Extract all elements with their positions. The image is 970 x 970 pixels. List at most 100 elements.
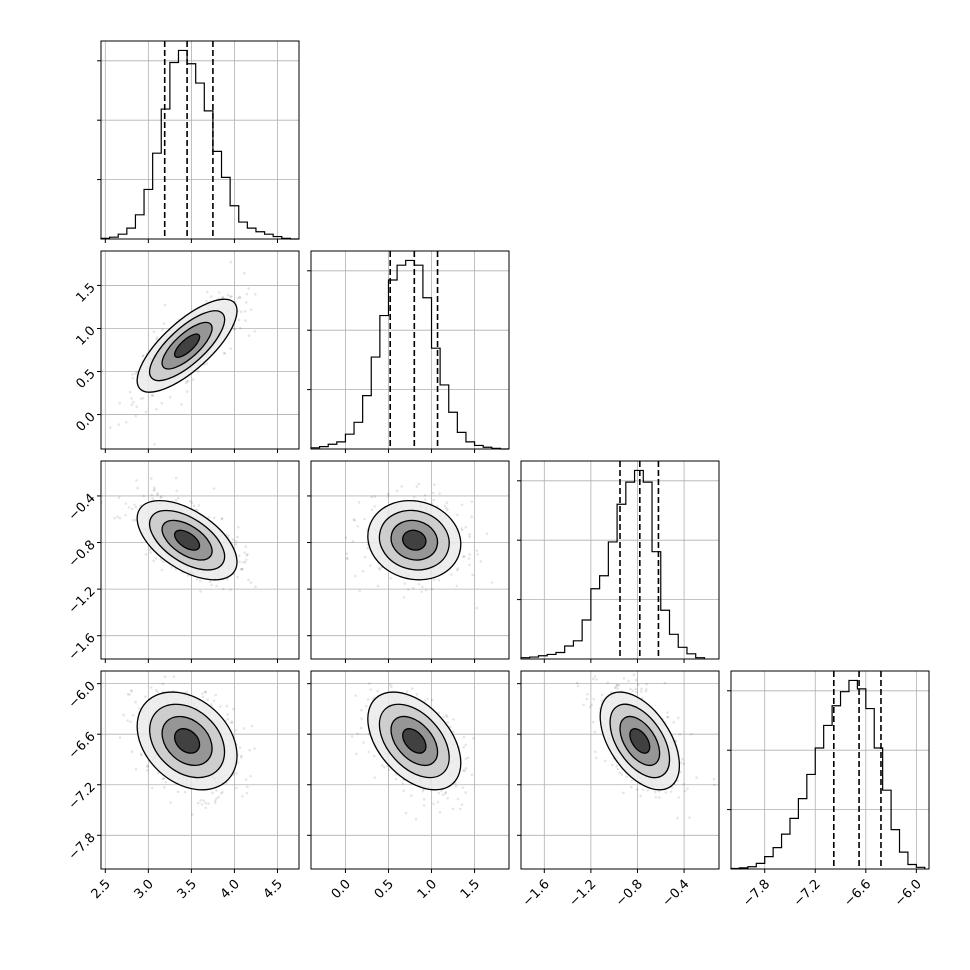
- scatter-point: [614, 686, 618, 689]
- y-tick-label-2-2: −0.8: [66, 538, 99, 571]
- scatter-point: [146, 765, 150, 768]
- scatter-point: [367, 682, 371, 685]
- scatter-point: [405, 690, 409, 693]
- scatter-point: [356, 732, 359, 735]
- scatter-point: [681, 758, 684, 761]
- contour-line-1-0-2: [148, 310, 226, 382]
- scatter-point: [369, 564, 372, 567]
- panel-frame-3-3: [730, 670, 930, 870]
- scatter-point: [449, 725, 452, 729]
- scatter-point: [139, 397, 143, 400]
- panel-frame-1-1: [310, 250, 510, 450]
- contour-line-2-0-3: [136, 499, 238, 581]
- scatter-point: [238, 560, 242, 564]
- scatter-point: [677, 795, 681, 799]
- scatter-point: [354, 694, 357, 697]
- scatter-point: [229, 295, 232, 298]
- scatter-point: [373, 505, 376, 508]
- scatter-point: [201, 695, 205, 699]
- scatter-point: [664, 790, 668, 794]
- scatter-point: [156, 690, 159, 693]
- x-tick-label-2-1: −1.2: [566, 877, 599, 910]
- scatter-point: [227, 534, 230, 537]
- scatter-point: [380, 764, 384, 767]
- scatter-point: [631, 689, 635, 692]
- scatter-point: [142, 494, 145, 498]
- scatter-point: [213, 799, 217, 802]
- scatter-point: [185, 380, 189, 383]
- scatter-point: [196, 801, 200, 805]
- scatter-point: [674, 739, 678, 743]
- scatter-point: [211, 791, 214, 795]
- scatter-point: [456, 567, 460, 570]
- scatter-point: [210, 583, 213, 587]
- scatter-point: [134, 767, 138, 771]
- scatter-point: [403, 582, 407, 585]
- density-level-2-1-3: [402, 530, 426, 551]
- scatter-point: [199, 798, 202, 802]
- scatter-point: [366, 698, 370, 701]
- scatter-point: [456, 568, 459, 572]
- scatter-point: [412, 586, 415, 590]
- scatter-point: [226, 578, 229, 581]
- scatter-point: [464, 743, 467, 747]
- contour-line-2-0-1: [161, 519, 213, 561]
- scatter-point: [663, 681, 667, 685]
- x-tick-label-0-0: 2.5: [89, 877, 114, 902]
- histogram-3: [730, 679, 926, 870]
- scatter-point: [464, 767, 468, 770]
- scatter-point: [357, 501, 361, 504]
- contour-line-3-1-3: [367, 691, 462, 791]
- panel-frame-2-2: [520, 460, 720, 660]
- scatter-point: [201, 692, 204, 695]
- histogram-0: [100, 49, 299, 240]
- scatter-point: [634, 678, 638, 682]
- contour-line-3-1-0: [402, 728, 427, 754]
- scatter-point: [160, 568, 164, 572]
- scatter-point: [135, 479, 138, 482]
- scatter-point: [202, 799, 206, 802]
- scatter-point: [407, 588, 410, 591]
- scatter-point: [432, 578, 436, 581]
- scatter-point: [634, 687, 638, 691]
- scatter-point: [129, 689, 133, 692]
- scatter-point: [187, 379, 190, 383]
- x-tick-label-1-2: 1.0: [415, 877, 440, 902]
- scatter-point: [345, 552, 349, 555]
- scatter-point: [402, 596, 406, 599]
- scatter-point: [454, 784, 458, 788]
- scatter-point: [582, 703, 585, 707]
- scatter-point: [142, 353, 145, 357]
- scatter-point: [155, 407, 158, 411]
- scatter-point: [377, 566, 381, 570]
- scatter-point: [591, 720, 595, 724]
- scatter-point: [442, 715, 446, 719]
- scatter-point: [161, 560, 165, 564]
- scatter-point: [131, 376, 135, 380]
- scatter-point: [226, 717, 230, 721]
- scatter-point: [426, 697, 429, 701]
- scatter-point: [185, 690, 188, 694]
- contour-line-3-0-2: [148, 703, 226, 779]
- scatter-point: [683, 789, 687, 793]
- scatter-point: [168, 395, 172, 399]
- scatter-point: [468, 533, 471, 536]
- contour-line-3-0-0: [173, 728, 201, 754]
- scatter-point: [364, 704, 368, 708]
- scatter-point: [130, 397, 133, 400]
- scatter-point: [576, 684, 580, 688]
- scatter-point: [625, 775, 628, 778]
- panel-frame-2-0: [100, 460, 300, 660]
- scatter-point: [176, 496, 180, 500]
- scatter-point: [133, 518, 137, 522]
- scatter-point: [131, 400, 135, 404]
- scatter-point: [464, 525, 468, 529]
- x-tick-label-2-3: −0.4: [660, 877, 693, 910]
- scatter-point: [645, 688, 648, 691]
- panel-bg-3-3: [731, 671, 929, 869]
- scatter-point: [141, 396, 145, 400]
- scatter-point: [372, 754, 376, 758]
- contour-line-2-0-2: [148, 509, 226, 571]
- contour-line-1-0-0: [173, 333, 201, 358]
- scatter-point: [446, 508, 449, 511]
